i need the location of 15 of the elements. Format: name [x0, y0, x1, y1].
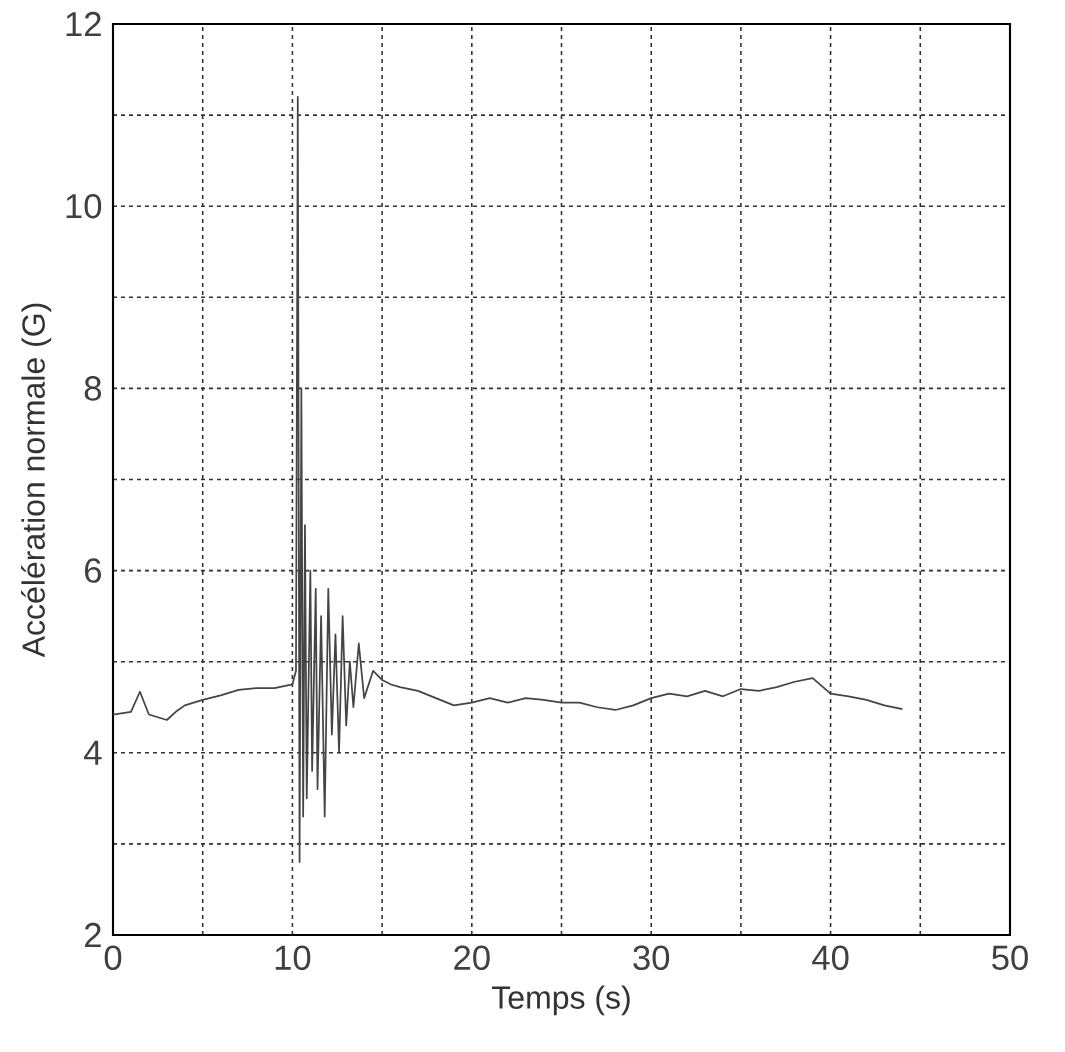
- x-tick-label: 0: [104, 945, 122, 971]
- y-tick-label: 4: [84, 740, 102, 765]
- x-tick-label: 10: [275, 945, 311, 971]
- y-tick-label: 10: [66, 193, 102, 219]
- y-tick-label: 2: [84, 922, 101, 948]
- x-tick-label: 40: [812, 945, 849, 971]
- x-tick-label: 30: [633, 945, 670, 971]
- y-tick-label: 6: [84, 558, 101, 583]
- x-tick-label: 20: [454, 945, 490, 971]
- y-axis-title: Accélération normale (G): [21, 303, 52, 658]
- x-tick-label: 50: [992, 945, 1028, 971]
- x-axis-title: Temps (s): [491, 985, 630, 1016]
- line-series: [113, 96, 904, 863]
- y-tick-label: 8: [84, 376, 102, 401]
- y-tick-label: 12: [66, 11, 101, 37]
